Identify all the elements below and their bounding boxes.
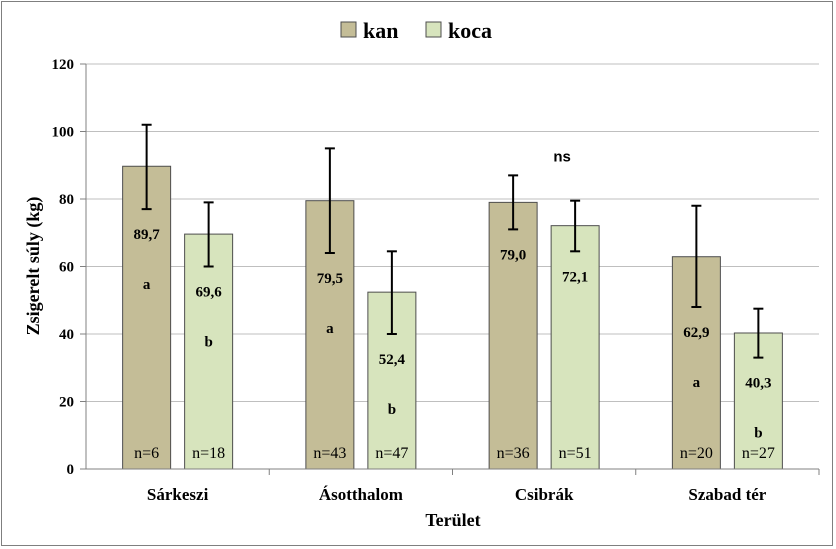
y-axis-title: Zsigerelt súly (kg) — [23, 197, 44, 336]
data-label-koca: 40,3 — [745, 376, 771, 392]
bar-koca — [184, 233, 234, 470]
sample-size-label: n=27 — [742, 445, 775, 462]
bar-kan — [488, 201, 538, 470]
sample-size-label: n=36 — [497, 445, 530, 462]
x-tick-label: Szabad tér — [688, 485, 766, 504]
legend-label-koca: koca — [448, 18, 492, 43]
data-labels: 89,7 a n=6 69,6 b n=18 79,5 a n=43 52,4 b n=47 79,0 n… — [134, 148, 775, 462]
legend-swatch-koca — [425, 21, 442, 38]
significance-letter: a — [143, 277, 151, 293]
legend-swatch-kan — [340, 21, 357, 38]
sample-size-label: n=47 — [375, 445, 408, 462]
significance-letter: b — [388, 402, 396, 418]
y-tick-label: 80 — [59, 192, 74, 208]
significance-letter: a — [693, 375, 701, 391]
sample-size-label: n=43 — [313, 445, 346, 462]
sample-size-label: n=20 — [680, 445, 713, 462]
axes: 0 20 40 60 80 100 120 Sárkeszi Ásotthalom Csibrák… — [52, 57, 820, 504]
data-label-koca: 52,4 — [379, 352, 406, 368]
significance-letter: b — [754, 426, 762, 442]
bars — [122, 165, 783, 470]
legend-label-kan: kan — [363, 18, 398, 43]
y-tick-label: 60 — [59, 260, 74, 276]
error-bars — [141, 123, 764, 359]
data-label-kan: 62,9 — [683, 325, 709, 341]
legend: kan koca — [340, 18, 492, 43]
sample-size-label: n=51 — [559, 445, 592, 462]
bar-koca — [550, 225, 600, 470]
data-label-koca: 72,1 — [562, 269, 588, 285]
data-label-koca: 69,6 — [196, 285, 223, 301]
y-tick-label: 20 — [59, 395, 74, 411]
sample-size-label: n=6 — [134, 445, 159, 462]
x-tick-label: Csibrák — [515, 485, 574, 504]
data-label-kan: 79,0 — [500, 247, 526, 263]
data-label-kan: 89,7 — [134, 227, 161, 243]
data-label-kan: 79,5 — [317, 271, 343, 287]
y-tick-label: 40 — [59, 327, 74, 343]
bar-kan — [122, 165, 172, 470]
x-tick-label: Ásotthalom — [319, 485, 403, 504]
y-tick-label: 120 — [52, 57, 75, 73]
y-tick-label: 100 — [52, 125, 75, 141]
significance-letter: a — [326, 321, 334, 337]
sample-size-label: n=18 — [192, 445, 225, 462]
x-axis-title: Terület — [425, 510, 480, 530]
annotation-ns: ns — [553, 148, 571, 165]
significance-letter: b — [204, 335, 212, 351]
x-tick-label: Sárkeszi — [147, 485, 209, 504]
y-tick-label: 0 — [67, 462, 75, 478]
